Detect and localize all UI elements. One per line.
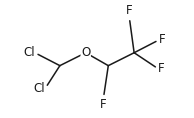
Text: Cl: Cl (34, 82, 45, 95)
Text: F: F (159, 33, 166, 46)
Text: F: F (158, 62, 165, 75)
Text: F: F (126, 4, 133, 17)
Text: O: O (81, 46, 90, 59)
Text: F: F (100, 98, 107, 111)
Text: Cl: Cl (23, 46, 35, 59)
